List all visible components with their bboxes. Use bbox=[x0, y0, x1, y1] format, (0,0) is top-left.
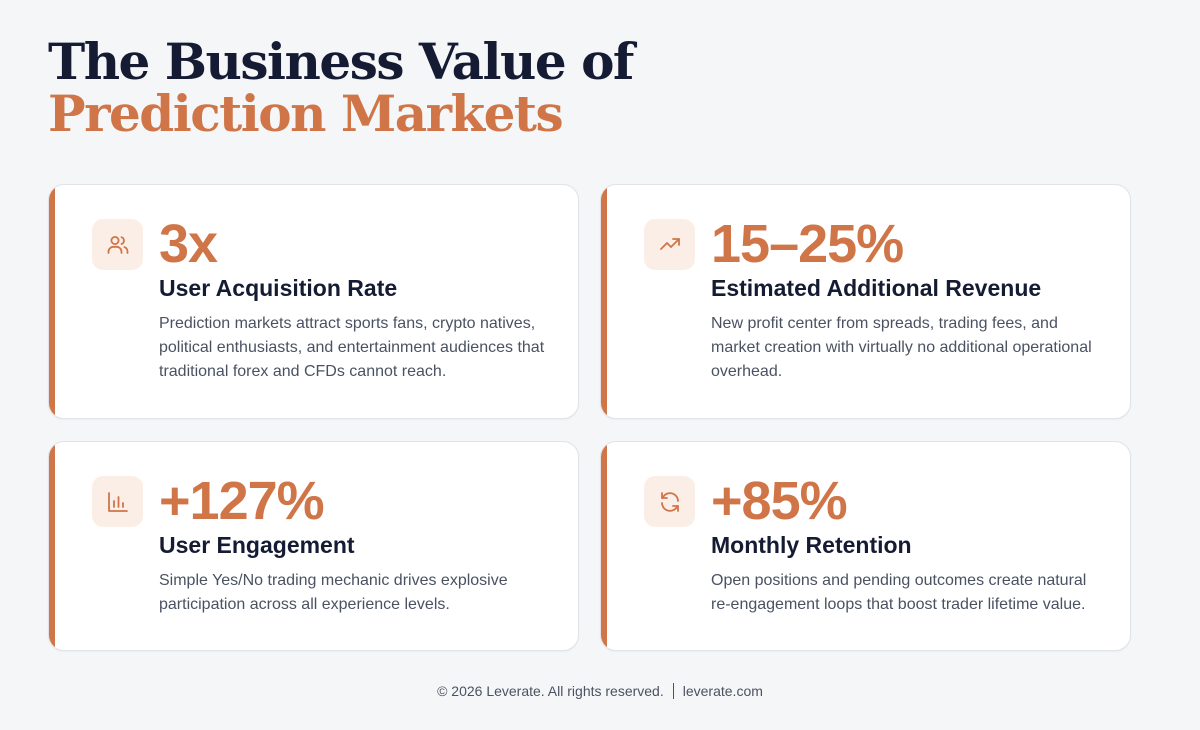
stat-label: User Acquisition Rate bbox=[159, 275, 398, 301]
stat-card-user-acquisition: 3x User Acquisition Rate Prediction mark… bbox=[48, 184, 579, 419]
refresh-icon bbox=[644, 476, 695, 527]
card-accent-bar bbox=[49, 185, 55, 418]
stat-description: New profit center from spreads, trading … bbox=[711, 315, 1092, 380]
stat-label: Estimated Additional Revenue bbox=[711, 275, 1042, 301]
stat-card-monthly-retention: +85% Monthly Retention Open positions an… bbox=[600, 441, 1131, 651]
stat-card-additional-revenue: 15–25% Estimated Additional Revenue New … bbox=[600, 184, 1131, 419]
stat-label: Monthly Retention bbox=[711, 532, 912, 558]
stat-description: Simple Yes/No trading mechanic drives ex… bbox=[159, 572, 508, 613]
stat-description: Prediction markets attract sports fans, … bbox=[159, 315, 545, 380]
trending-up-icon bbox=[644, 219, 695, 270]
footer-divider bbox=[672, 683, 674, 699]
copyright-text: © 2026 Leverate. All rights reserved. bbox=[437, 683, 664, 699]
stat-description: Open positions and pending outcomes crea… bbox=[711, 572, 1087, 613]
stat-card-user-engagement: +127% User Engagement Simple Yes/No trad… bbox=[48, 441, 579, 651]
card-accent-bar bbox=[601, 185, 607, 418]
stat-value: 3x bbox=[159, 214, 218, 274]
website-link[interactable]: leverate.com bbox=[682, 683, 763, 699]
page-title: The Business Value of Prediction Markets bbox=[48, 32, 634, 143]
title-line-1: The Business Value of bbox=[48, 32, 634, 91]
card-accent-bar bbox=[49, 442, 55, 650]
footer: © 2026 Leverate. All rights reserved. le… bbox=[0, 683, 1200, 699]
card-accent-bar bbox=[601, 442, 607, 650]
bar-chart-icon bbox=[92, 476, 143, 527]
stat-value: +85% bbox=[711, 471, 848, 531]
users-icon bbox=[92, 219, 143, 270]
stat-label: User Engagement bbox=[159, 532, 355, 558]
stat-value: +127% bbox=[159, 471, 325, 531]
title-line-2: Prediction Markets bbox=[48, 84, 564, 143]
stat-value: 15–25% bbox=[711, 214, 904, 274]
